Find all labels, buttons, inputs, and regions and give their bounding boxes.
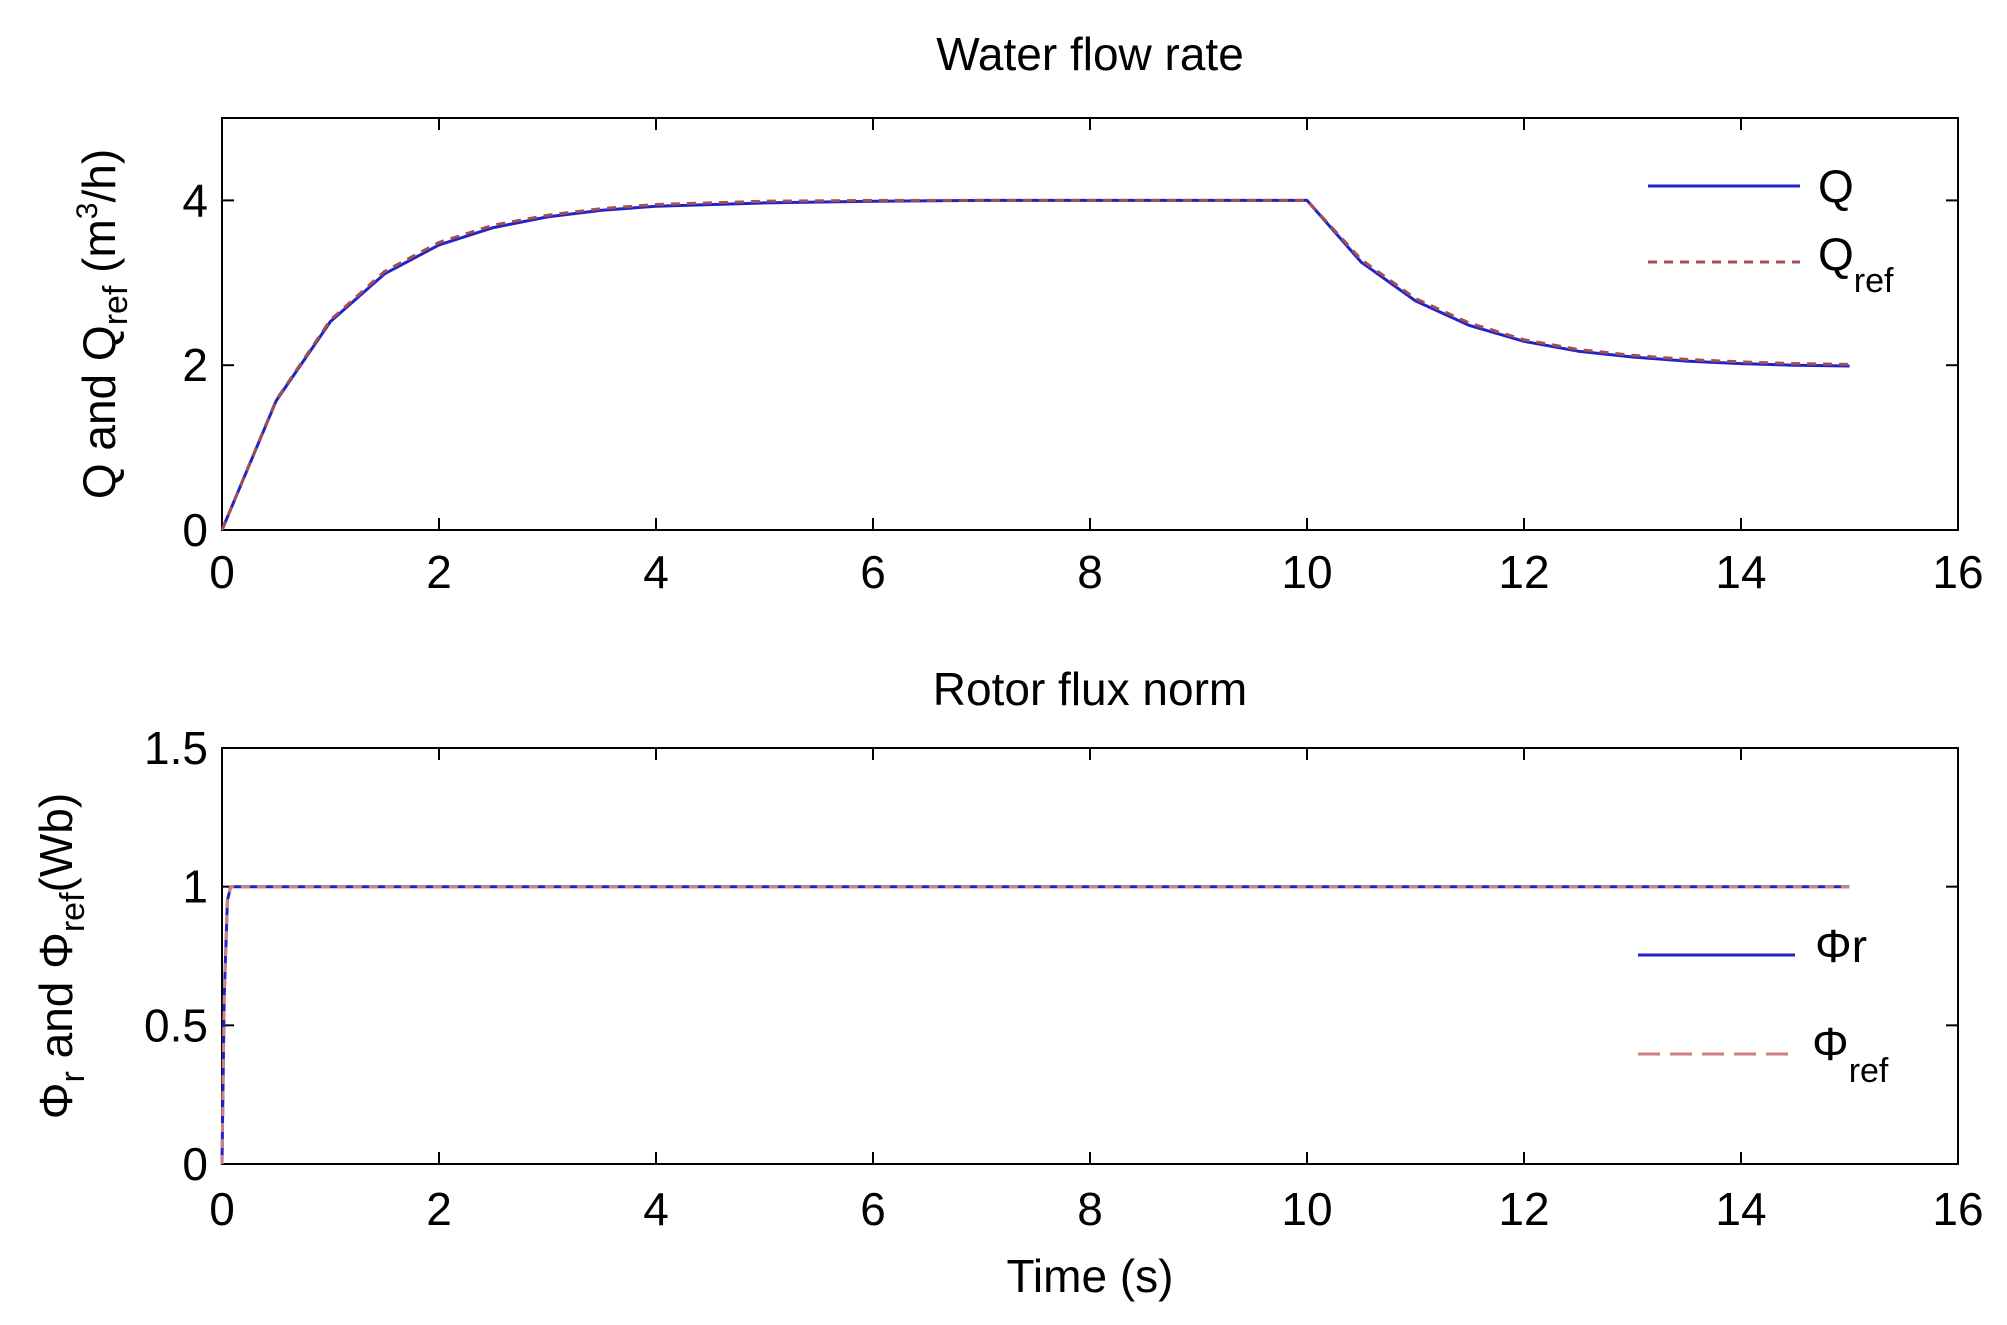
- x-tick-label: 2: [426, 546, 452, 598]
- x-tick-label: 4: [643, 1183, 669, 1235]
- y-tick-label: 2: [182, 339, 208, 391]
- ylabel-sub: ref: [97, 285, 135, 325]
- ticks: 0 2 4 6 8 10 12 14 16 0 2 4: [182, 118, 1984, 598]
- y-tick-label: 1: [182, 861, 208, 913]
- x-tick-label: 10: [1281, 546, 1332, 598]
- series-line-qref: [220, 198, 1850, 531]
- x-tick-label: 0: [209, 546, 235, 598]
- y-tick-label: 0: [182, 1138, 208, 1190]
- series: [220, 198, 1850, 531]
- legend: Q Qref: [1648, 160, 1894, 300]
- legend-label-q: Q: [1818, 160, 1854, 212]
- ticks: 0 2 4 6 8 10 12 14 16 0 0.5 1 1.5: [144, 722, 1984, 1235]
- legend-label-qref-main: Q: [1818, 228, 1854, 280]
- legend-label-phir: Φr: [1815, 920, 1867, 972]
- y-tick-label: 1.5: [144, 722, 208, 774]
- x-tick-label: 14: [1715, 546, 1766, 598]
- svg-text:Q and Qref (m3/h): Q and Qref (m3/h): [71, 149, 135, 499]
- ylabel-p2-sub: ref: [54, 892, 92, 932]
- x-tick-label: 4: [643, 546, 669, 598]
- panel-rotor-flux: Rotor flux norm Φr and Φref(Wb) Time (s)…: [30, 663, 1984, 1302]
- legend-label-qref-sub: ref: [1854, 262, 1894, 300]
- x-tick-label: 2: [426, 1183, 452, 1235]
- y-axis-label: Q and Qref (m3/h): [71, 149, 135, 499]
- series-line-q: [220, 198, 1850, 531]
- legend-label-qref: Qref: [1818, 228, 1894, 300]
- x-tick-label: 10: [1281, 1183, 1332, 1235]
- series: [220, 885, 1850, 1165]
- chart-title: Water flow rate: [936, 28, 1244, 80]
- y-axis-label: Φr and Φref(Wb): [30, 793, 92, 1119]
- ylabel-unit: (m: [73, 219, 125, 285]
- x-tick-label: 6: [860, 546, 886, 598]
- x-tick-label: 0: [209, 1183, 235, 1235]
- ylabel-main: Q and Q: [73, 325, 125, 499]
- x-axis-label: Time (s): [1007, 1250, 1174, 1302]
- ylabel-p2: and Φ: [30, 932, 82, 1071]
- ylabel-p3: (Wb): [30, 793, 82, 893]
- legend-label-phiref-main: Φ: [1812, 1018, 1849, 1070]
- plot-frame: [221, 117, 1959, 531]
- chart-title: Rotor flux norm: [933, 663, 1247, 715]
- ylabel-unit-sup: 3: [71, 203, 104, 220]
- x-tick-label: 12: [1498, 1183, 1549, 1235]
- legend: Φr Φref: [1638, 920, 1889, 1090]
- series-line--r: [220, 885, 1850, 1165]
- x-tick-label: 12: [1498, 546, 1549, 598]
- y-tick-label: 0.5: [144, 999, 208, 1051]
- y-tick-label: 4: [182, 174, 208, 226]
- x-tick-label: 6: [860, 1183, 886, 1235]
- ylabel-p1: Φ: [30, 1082, 82, 1119]
- x-tick-label: 14: [1715, 1183, 1766, 1235]
- ylabel-p1-sub: r: [54, 1071, 92, 1082]
- x-tick-label: 8: [1077, 1183, 1103, 1235]
- x-tick-label: 16: [1932, 546, 1983, 598]
- legend-label-phiref: Φref: [1812, 1018, 1889, 1090]
- x-tick-label: 8: [1077, 546, 1103, 598]
- ylabel-unit-end: /h): [73, 149, 125, 203]
- series-line--ref: [220, 885, 1850, 1165]
- svg-text:Φr and Φref(Wb): Φr and Φref(Wb): [30, 793, 92, 1119]
- legend-label-phiref-sub: ref: [1849, 1052, 1889, 1090]
- x-tick-label: 16: [1932, 1183, 1983, 1235]
- y-tick-label: 0: [182, 504, 208, 556]
